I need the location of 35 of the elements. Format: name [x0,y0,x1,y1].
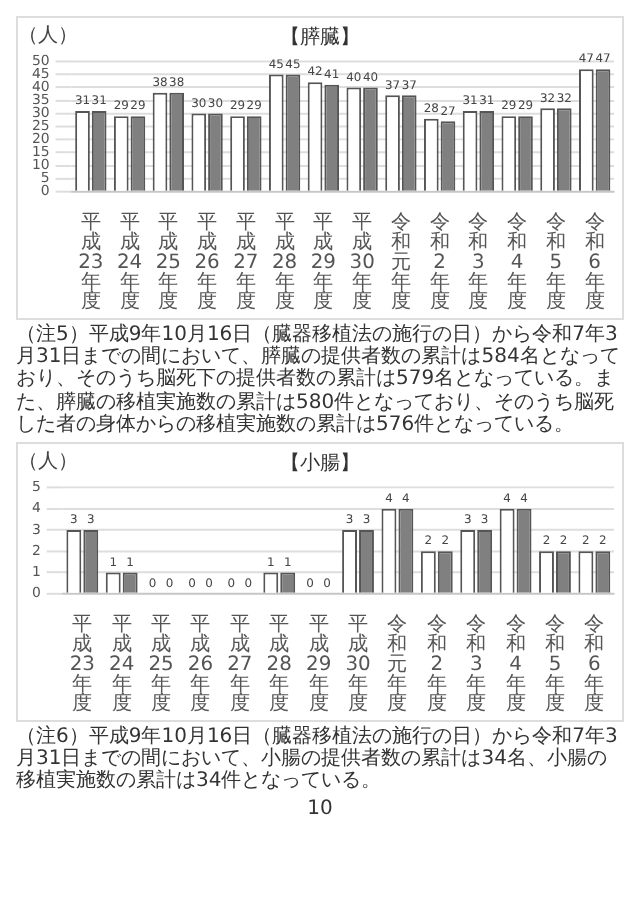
x-tick-label: 令和3年度 [466,612,487,716]
x-tick-label: 平成25年度 [148,614,174,716]
x-tick-label: 令和2年度 [429,210,450,314]
x-tick-label: 平成28年度 [271,212,298,314]
x-tick-label: 令和4年度 [507,210,528,314]
text: （注6）平成9年10月16日（臓器移植法の施行の日）から令和7年3月31日までの間において、小腸の提供者数の累計は34名、小腸の移植実施数の累計は34件となっている。 [16,725,620,793]
x-tick-label: 平成30年度 [349,212,375,314]
x-tick-label: 平成28年度 [266,614,292,716]
x-tick-label: 平成26年度 [194,212,220,314]
x-tick-label: 令和元年度 [387,612,408,716]
x-tick-label: 令和5年度 [545,210,566,314]
x-tick-label: 平成27年度 [227,614,253,716]
text: （注5）平成9年10月16日（臓器移植法の施行の日）から令和7年3月31日までの間において、膵臓の提供者数の累計は584名となっており、そのうち脳死下の提供者数の累計は579名となっている。また、膵臓の移植実施数の累計は580件となっており、そのうち脳死した者の身体からの移植実施数の累計は576件となっている。 [16,324,622,436]
x-tick-label: 平成30年度 [345,614,371,716]
x-tick-label: 令和5年度 [544,612,566,716]
x-tick-label: 平成29年度 [310,212,337,314]
x-tick-label: 令和6年度 [584,612,605,716]
x-tick-label: 平成24年度 [116,212,143,314]
chart-title: 【小腸】 [279,450,361,475]
x-tick-label: 平成27年度 [233,212,259,314]
x-tick-label: 平成23年度 [78,212,104,314]
x-tick-label: 令和6年度 [584,210,605,314]
chart-title: 【膵臓】 [279,24,361,49]
x-tick-label: 平成23年度 [69,614,95,716]
x-tick-label: 平成29年度 [306,614,332,716]
x-tick-label: 令和3年度 [468,210,489,314]
x-tick-label: 平成26年度 [187,614,214,716]
x-tick-label: 平成24年度 [109,614,135,716]
x-tick-label: 令和4年度 [505,612,526,716]
y-axis-title: （人） [18,450,79,473]
x-tick-label: 平成25年度 [155,212,181,314]
y-axis-title: （人） [18,24,79,47]
x-tick-label: 令和元年度 [390,210,411,314]
x-tick-label: 令和2年度 [426,612,447,716]
text: 10 [305,797,335,820]
